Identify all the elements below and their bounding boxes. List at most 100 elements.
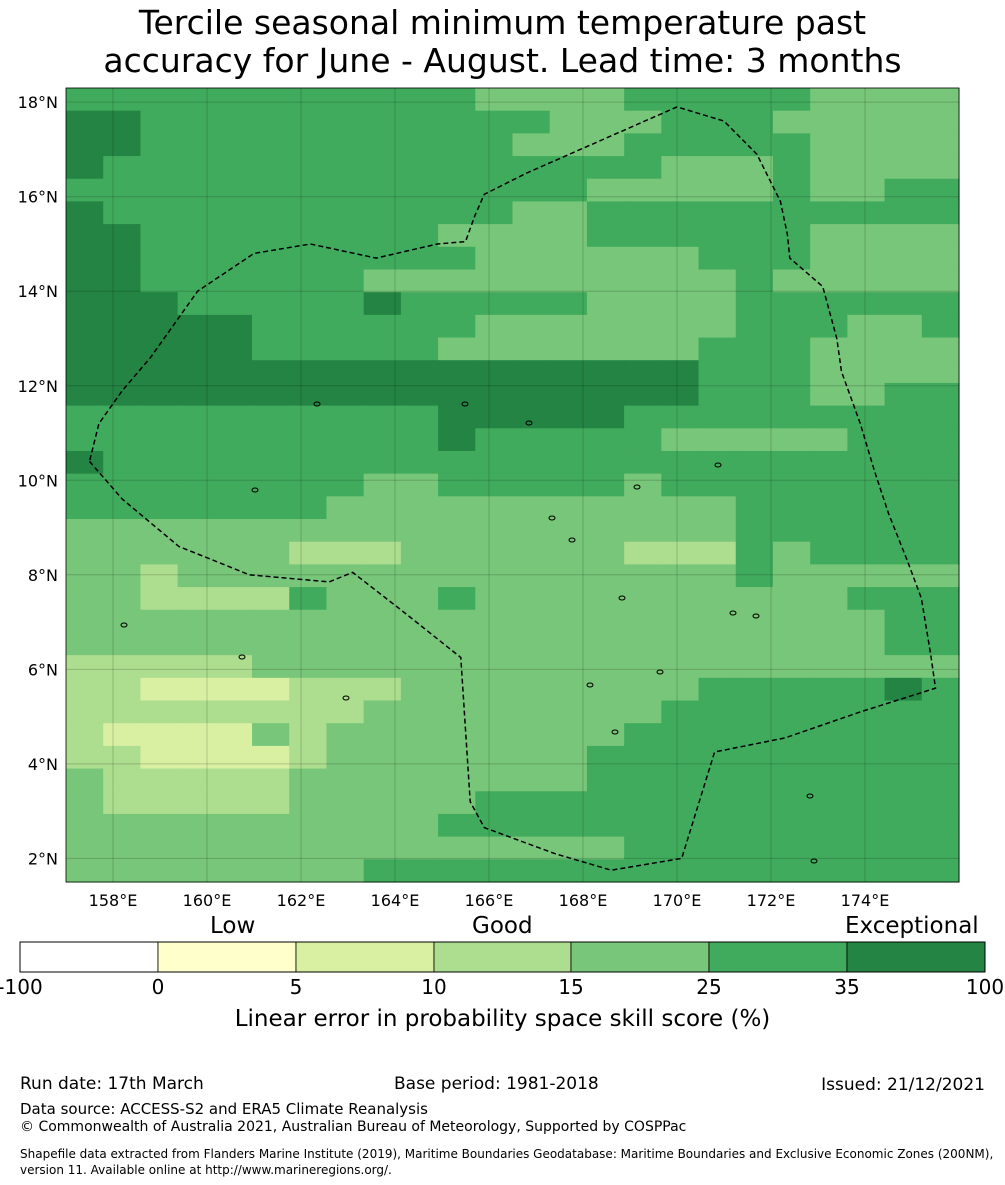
skill-cell [252,314,290,339]
skill-cell [177,382,216,407]
skill-cell [438,813,476,838]
skill-cell [772,655,811,679]
skill-cell [512,110,551,134]
skill-cell [586,473,625,497]
skill-cell [624,859,662,883]
skill-cell [549,156,588,180]
skill-cell [289,791,328,815]
skill-cell [252,292,290,316]
skill-cell [549,314,588,339]
skill-cell [475,791,514,815]
skill-cell [735,745,774,770]
island-outline [618,595,626,601]
skill-cell [438,269,476,293]
skill-cell [661,609,700,634]
skill-cell [363,655,402,679]
skill-cell [252,723,290,747]
skill-cell [289,133,328,157]
skill-cell [66,813,104,838]
skill-cell [921,723,960,747]
skill-cell [438,564,476,588]
skill-cell [586,314,625,339]
skill-cell [921,269,960,293]
skill-cell [400,519,439,543]
skill-cell [475,564,514,588]
skill-cell [475,178,514,203]
skill-cell [140,314,179,339]
skill-cell [884,428,923,452]
skill-cell [475,587,514,611]
skill-cell [400,133,439,157]
skill-cell [624,632,662,656]
skill-cell [438,450,476,475]
skill-cell [921,360,960,384]
island-outline [752,613,760,619]
skill-cell [438,133,476,157]
skill-cell [512,813,551,838]
skill-cell [921,337,960,361]
skill-cell [586,450,625,475]
skill-cell [661,541,700,565]
skill-cell [735,224,774,248]
colorbar-segment [19,941,159,973]
skill-cell [921,768,960,792]
skill-cell [810,473,848,497]
skill-cell [586,745,625,770]
island-outline [806,793,814,799]
skill-cell [252,337,290,361]
skill-cell [66,269,104,293]
skill-cell [289,519,328,543]
skill-cell [438,246,476,271]
skill-cell [252,224,290,248]
skill-cell [735,859,774,883]
skill-cell [66,224,104,248]
lat-tick-label: 12°N [18,377,58,396]
skill-cell [289,110,328,134]
island-outline [461,401,469,407]
skill-cell [66,496,104,520]
skill-cell [661,405,700,429]
skill-cell [438,201,476,225]
skill-cell [103,813,142,838]
skill-cell [475,677,514,702]
skill-cell [103,292,142,316]
skill-cell [698,564,737,588]
skill-cell [549,110,588,134]
skill-cell [66,768,104,792]
skill-cell [326,677,365,702]
skill-cell [772,133,811,157]
skill-cell [214,677,253,702]
skill-cell [475,450,514,475]
skill-cell [810,382,848,407]
skill-cell [624,791,662,815]
skill-cell [363,428,402,452]
skill-cell [400,768,439,792]
skill-cell [66,405,104,429]
lon-tick-label: 160°E [183,891,232,910]
skill-cell [735,541,774,565]
skill-cell [624,178,662,203]
skill-cell [400,496,439,520]
skill-cell [735,269,774,293]
skill-cell [103,314,142,339]
skill-cell [475,133,514,157]
skill-cell [512,360,551,384]
lon-tick-label: 168°E [559,891,608,910]
skill-cell [624,201,662,225]
lon-tick-label: 174°E [841,891,890,910]
skill-cell [810,632,848,656]
skill-cell [847,405,886,429]
skill-cell [772,110,811,134]
skill-cell [772,813,811,838]
skill-cell [810,587,848,611]
skill-cell [289,473,328,497]
skill-cell [735,292,774,316]
skill-cell [586,88,625,112]
skill-cell [400,677,439,702]
colorbar-frame [19,941,986,973]
skill-cell [177,450,216,475]
skill-cell [438,632,476,656]
island-outline [238,654,246,660]
skill-cell [512,473,551,497]
